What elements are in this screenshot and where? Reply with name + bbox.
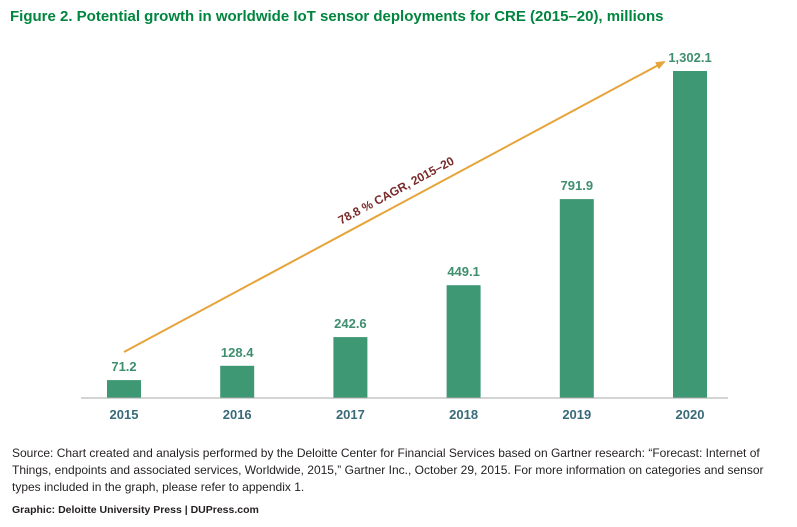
source-note: Source: Chart created and analysis perfo… [12, 446, 764, 494]
x-tick-2020: 2020 [676, 407, 705, 422]
x-tick-2018: 2018 [449, 407, 478, 422]
value-label-2016: 128.4 [221, 345, 254, 360]
graphic-credit: Graphic: Deloitte University Press | DUP… [12, 504, 259, 516]
x-tick-2017: 2017 [336, 407, 365, 422]
bar-2017 [333, 337, 368, 398]
x-tick-2016: 2016 [223, 407, 252, 422]
cagr-arrow [123, 61, 666, 353]
bar-2018 [446, 285, 481, 398]
chart-title: Figure 2. Potential growth in worldwide … [10, 8, 664, 25]
value-label-2015: 71.2 [111, 359, 136, 374]
value-label-2019: 791.9 [561, 178, 594, 193]
bar-chart: 78.8 % CAGR, 2015–20 71.2 2015 128.4 2016 24… [81, 50, 728, 422]
cagr-annotation: 78.8 % CAGR, 2015–20 [336, 154, 457, 228]
bar-2016 [220, 365, 255, 398]
x-tick-2015: 2015 [110, 407, 139, 422]
value-label-2017: 242.6 [334, 316, 367, 331]
bar-2019 [559, 199, 594, 398]
bar-2020 [673, 71, 707, 398]
x-tick-2019: 2019 [562, 407, 591, 422]
bar-2015 [107, 380, 141, 398]
value-label-2018: 449.1 [447, 264, 480, 279]
value-label-2020: 1,302.1 [668, 50, 711, 65]
